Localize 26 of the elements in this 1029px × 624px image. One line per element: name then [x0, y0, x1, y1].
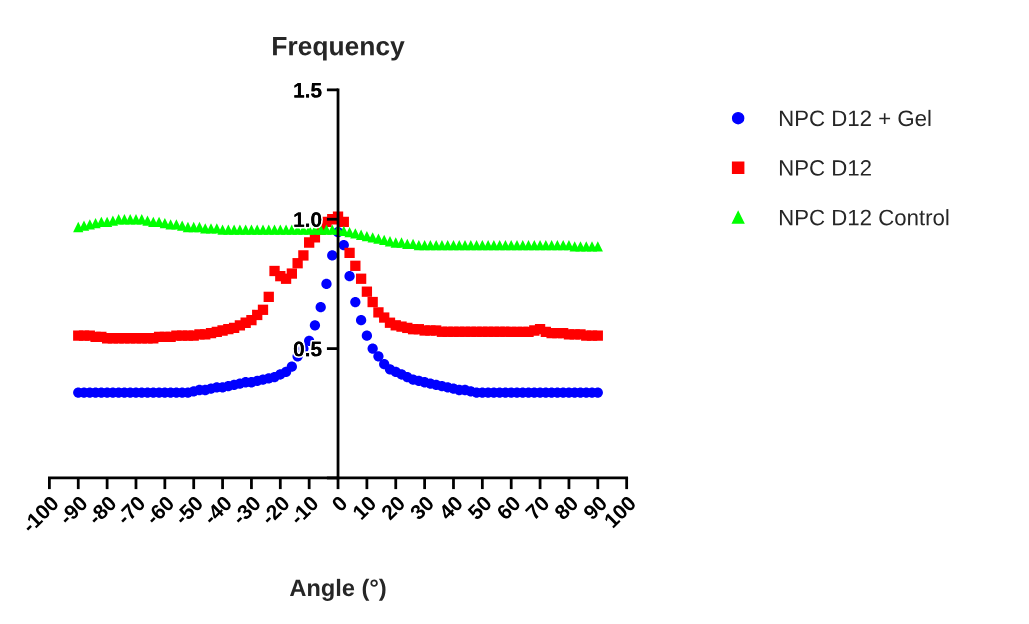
x-tick-label: 10 — [351, 494, 378, 521]
x-tick-label: -80 — [86, 494, 118, 526]
x-tick-label: -70 — [115, 494, 147, 526]
x-tick-label: 70 — [524, 494, 551, 521]
x-tick-label: -10 — [288, 494, 320, 526]
y-tick-label: 1.5 — [294, 83, 322, 98]
legend-label: NPC D12 + Gel — [779, 109, 931, 127]
legend-label: NPC D12 — [779, 160, 871, 176]
x-tick-label: -30 — [231, 494, 262, 526]
x-tick-label: -100 — [20, 494, 60, 534]
x-tick-label: 40 — [437, 494, 464, 521]
chart-title: Frequency — [273, 36, 405, 61]
legend-label: NPC D12 Control — [779, 209, 949, 226]
x-tick-label: -50 — [173, 494, 204, 526]
x-axis-title: Angle (°) — [289, 578, 386, 601]
x-tick-label: 50 — [466, 494, 493, 521]
x-tick-label: 30 — [408, 494, 435, 521]
y-tick-label: 1.0 — [294, 212, 322, 227]
x-tick-label: 20 — [380, 494, 406, 521]
x-tick-label: 0 — [330, 494, 349, 513]
x-tick-label: -60 — [144, 494, 176, 526]
x-tick-label: 80 — [553, 494, 580, 521]
x-tick-label: -20 — [259, 494, 291, 526]
x-tick-label: -90 — [57, 494, 89, 526]
x-tick-label: -40 — [202, 494, 233, 526]
x-tick-label: 60 — [495, 494, 522, 521]
